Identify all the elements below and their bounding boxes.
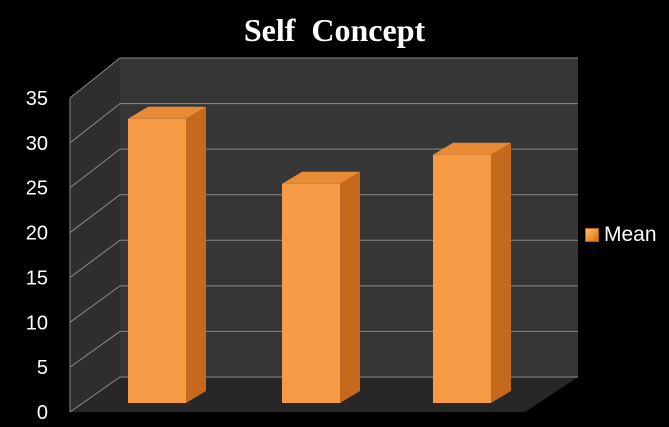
bar-top xyxy=(282,171,360,184)
bar xyxy=(282,183,340,403)
gridline xyxy=(69,330,578,368)
gridline xyxy=(69,376,578,413)
y-tick-label: 35 xyxy=(26,88,48,110)
gridline xyxy=(69,103,578,144)
bar-top xyxy=(433,142,511,155)
y-tick-label: 30 xyxy=(26,133,48,155)
bar-side xyxy=(186,106,206,403)
y-tick-label: 0 xyxy=(37,402,48,424)
y-tick-label: 15 xyxy=(26,267,48,289)
chart-title: Self Concept xyxy=(243,12,426,48)
legend-label-mean: Mean xyxy=(604,223,657,246)
gridline xyxy=(69,148,578,189)
gridline xyxy=(69,239,578,278)
bar-side xyxy=(340,171,360,403)
legend-swatch-mean xyxy=(585,228,599,242)
y-tick-label: 25 xyxy=(26,178,48,200)
legend: Mean xyxy=(585,223,657,247)
gridline xyxy=(69,194,578,233)
bar xyxy=(128,118,186,403)
y-tick-label: 10 xyxy=(26,312,48,334)
gridline xyxy=(69,57,578,99)
bar-top xyxy=(128,106,206,119)
y-tick-label: 20 xyxy=(26,223,48,245)
side-wall xyxy=(70,58,120,412)
y-tick-label: 5 xyxy=(37,357,48,379)
bar-side xyxy=(491,142,511,404)
bar xyxy=(433,154,491,403)
gridline xyxy=(69,285,578,323)
